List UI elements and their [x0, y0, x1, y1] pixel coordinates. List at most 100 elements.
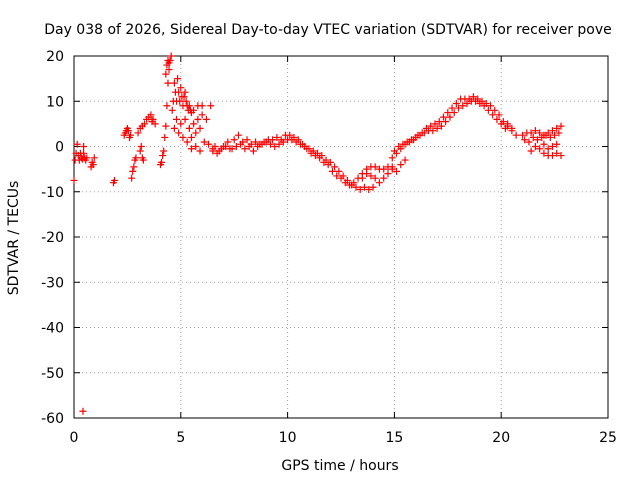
data-point	[187, 145, 195, 153]
data-point	[369, 183, 377, 191]
data-point	[371, 174, 379, 182]
data-point	[249, 147, 257, 155]
data-point	[181, 88, 189, 96]
data-point	[176, 97, 184, 105]
data-point	[343, 176, 351, 184]
data-point	[448, 104, 456, 112]
data-point	[544, 145, 552, 153]
data-point	[367, 172, 375, 180]
data-point	[493, 115, 501, 123]
data-point	[356, 185, 364, 193]
data-point	[326, 158, 334, 166]
data-point	[371, 163, 379, 171]
data-point	[508, 127, 516, 135]
data-point	[540, 149, 548, 157]
y-tick-label: -60	[41, 411, 64, 427]
data-point	[553, 124, 561, 132]
data-point	[397, 145, 405, 153]
data-point	[335, 167, 343, 175]
data-point	[433, 124, 441, 132]
data-point	[557, 152, 565, 160]
data-point	[232, 143, 240, 150]
data-point	[352, 183, 360, 191]
y-tick-label: 20	[46, 49, 64, 65]
data-point	[358, 174, 366, 182]
y-tick-label: -10	[41, 185, 64, 201]
y-tick-label: -50	[41, 366, 64, 382]
y-tick-label: 10	[46, 94, 64, 110]
data-point	[393, 149, 401, 157]
data-point	[454, 104, 462, 112]
data-point	[410, 136, 418, 144]
data-point	[422, 124, 430, 132]
data-point	[305, 145, 313, 153]
data-point	[164, 79, 172, 87]
data-point	[177, 84, 185, 92]
data-point	[147, 111, 155, 119]
x-tick-label: 0	[70, 430, 79, 446]
data-point	[168, 106, 176, 114]
data-point	[275, 140, 283, 148]
data-point	[124, 127, 132, 135]
data-point	[128, 174, 136, 182]
data-point	[540, 140, 548, 148]
data-point	[237, 140, 245, 148]
data-point	[397, 161, 405, 169]
data-point	[529, 133, 537, 141]
data-point	[185, 102, 193, 110]
data-point	[292, 138, 300, 146]
data-point	[187, 133, 195, 141]
data-point	[333, 172, 341, 180]
data-point	[173, 115, 181, 123]
data-point	[384, 170, 392, 178]
data-points	[70, 52, 565, 415]
data-point	[273, 133, 281, 141]
data-point	[437, 122, 445, 130]
data-point	[80, 143, 88, 150]
data-point	[531, 127, 539, 135]
data-point	[536, 145, 544, 153]
data-point	[440, 113, 448, 121]
data-point	[495, 111, 503, 119]
chart-title: Day 038 of 2026, Sidereal Day-to-day VTE…	[44, 22, 612, 38]
data-point	[183, 138, 191, 146]
data-point	[527, 129, 535, 137]
data-point	[194, 102, 202, 110]
data-point	[429, 127, 437, 135]
data-point	[459, 102, 467, 110]
data-point	[190, 106, 198, 114]
data-point	[322, 156, 330, 164]
data-point	[175, 129, 183, 137]
data-point	[182, 97, 190, 105]
data-point	[111, 176, 119, 184]
data-point	[521, 136, 529, 144]
data-point	[328, 167, 336, 175]
data-point	[525, 138, 533, 146]
data-point	[435, 118, 443, 126]
data-point	[463, 100, 471, 108]
data-point	[79, 407, 87, 415]
data-point	[536, 129, 544, 137]
data-point	[207, 102, 215, 110]
data-point	[279, 138, 287, 146]
data-point	[181, 115, 189, 123]
data-point	[174, 75, 182, 83]
data-point	[512, 131, 520, 139]
data-point	[388, 165, 396, 173]
data-point	[375, 179, 383, 187]
data-point	[89, 161, 97, 169]
data-point	[557, 122, 565, 130]
data-point	[487, 102, 495, 110]
data-point	[194, 115, 202, 123]
data-point	[90, 154, 98, 162]
data-point	[401, 140, 409, 148]
data-point	[309, 147, 317, 155]
data-point	[450, 109, 458, 117]
data-point	[414, 131, 422, 139]
data-point	[474, 95, 482, 103]
data-point	[504, 120, 512, 128]
data-point	[301, 143, 309, 150]
data-point	[127, 131, 135, 139]
